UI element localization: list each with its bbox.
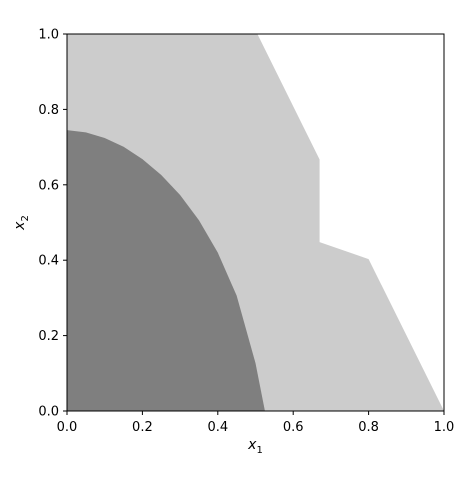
x-tick-label: 0.6: [283, 420, 304, 435]
x-axis-label-sub: 1: [256, 445, 262, 456]
x-tick-label: 0.2: [132, 420, 153, 435]
y-axis-label-sub: 2: [20, 215, 31, 221]
region-1: [67, 130, 265, 411]
x-axis-label-base: x: [247, 437, 257, 453]
plot-frame: [66, 33, 445, 412]
y-tick-label: 1.0: [38, 28, 59, 43]
regions-layer: [67, 34, 444, 411]
y-axis-label: x2: [12, 215, 31, 231]
x-axis: 0.0 0.2 0.4 0.6 0.8 1.0: [57, 411, 455, 435]
x-tick-label: 0.8: [358, 420, 379, 435]
x-tick-label: 0.4: [207, 420, 228, 435]
y-axis: 0.0 0.2 0.4 0.6 0.8 1.0: [38, 28, 67, 420]
y-tick-label: 0.4: [38, 254, 59, 269]
y-tick-label: 0.0: [38, 405, 59, 420]
y-tick-label: 0.6: [38, 178, 59, 193]
y-tick-label: 0.8: [38, 103, 59, 118]
x-axis-label: x1: [247, 437, 263, 456]
x-tick-label: 1.0: [434, 420, 455, 435]
y-axis-label-base: x: [12, 221, 28, 231]
x-tick-label: 0.0: [57, 420, 78, 435]
y-tick-label: 0.2: [38, 329, 59, 344]
